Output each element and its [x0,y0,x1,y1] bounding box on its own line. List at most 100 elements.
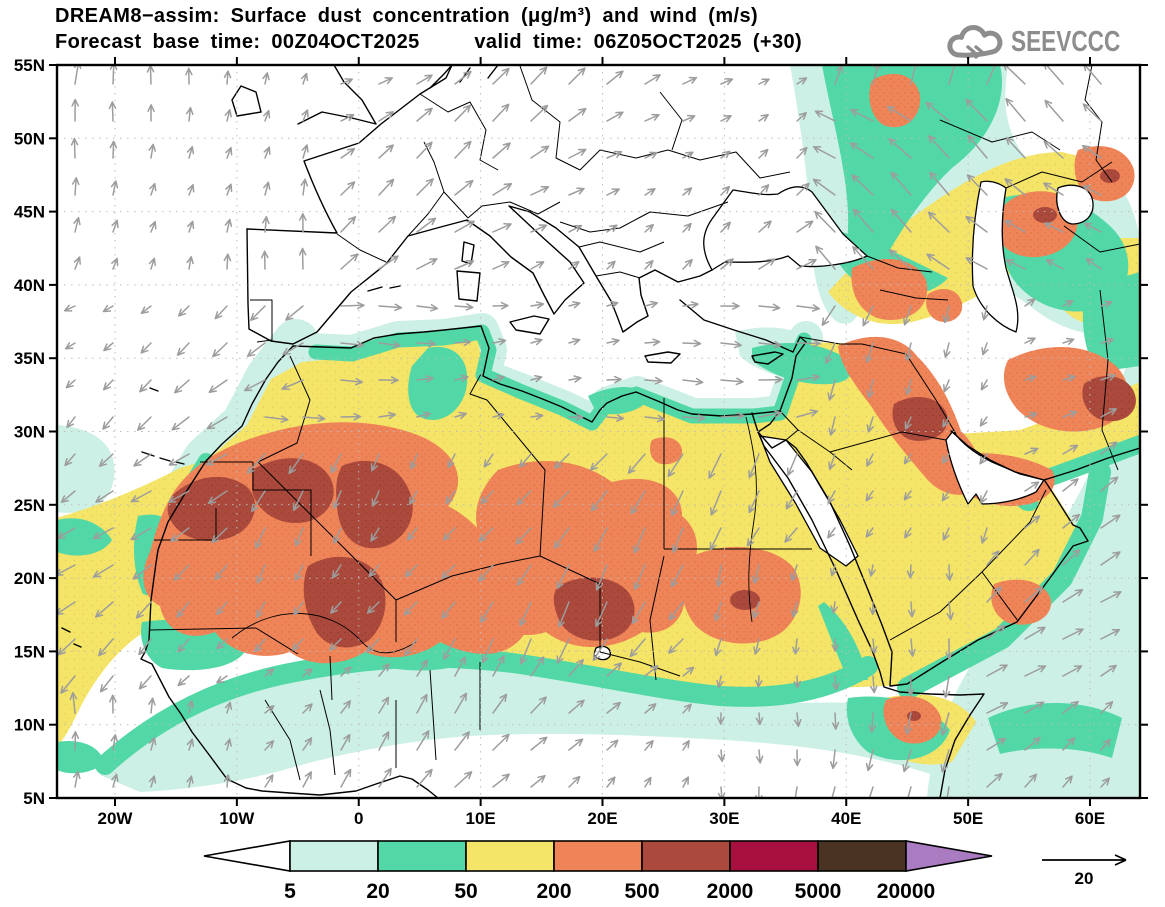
wind-arrow [682,76,698,85]
wind-arrow [682,740,690,751]
wind-arrow [682,222,692,233]
wind-arrow [593,527,608,552]
wind-arrow [1045,259,1064,270]
wind-arrow [1062,700,1079,714]
wind-arrow [110,734,119,751]
border-central-asia [939,65,1140,253]
wind-arrow [713,601,722,622]
wind-arrow [332,490,342,509]
wind-arrow [530,66,548,85]
wind-arrow [370,453,380,472]
wind-arrow [606,111,624,122]
wind-arrow [644,338,661,347]
wind-arrow [942,416,950,428]
wind-arrow [796,182,810,196]
x-tick-label: 30E [709,809,739,828]
wind-arrow [907,601,916,618]
wind-arrow [130,527,152,541]
wind-arrow [66,416,76,429]
wind-arrow [682,114,696,122]
wind-arrow [518,453,532,468]
wind-arrow [416,411,431,419]
wind-arrow [606,338,620,346]
wind-arrow [1100,337,1115,345]
island-sicily [509,315,550,335]
wind-arrow [796,111,807,122]
wind-arrow [492,733,510,751]
wind-arrow [366,601,380,614]
wind-arrow [254,527,266,549]
wind-arrow [530,736,548,751]
coast-england [297,65,377,125]
wind-arrow [568,375,582,383]
wind-arrow [644,703,657,714]
wind-arrow [940,749,950,773]
wind-arrow [754,675,763,688]
coast-anatolia-levant [679,299,807,412]
x-tick-label: 10E [466,809,496,828]
wind-arrow [815,245,836,270]
wind-arrow [378,303,403,312]
wind-arrow [378,696,390,714]
wind-arrow [416,258,438,270]
wind-arrow [340,181,356,196]
wind-arrow [454,104,472,122]
wind-arrow [906,675,915,697]
wind-arrow [64,453,76,467]
wind-arrow [886,105,912,122]
wind-arrow [1024,701,1045,714]
y-tick-label: 20N [14,569,45,588]
wind-arrow [454,303,474,311]
wind-arrow [416,339,437,348]
wind-arrow [946,601,954,621]
wind-arrow [294,564,304,582]
wind-arrow [102,304,114,313]
dust-teal-arabian-sea-streak [988,703,1122,758]
wind-arrow [223,774,232,788]
wind-arrow [865,749,874,772]
x-tick-label: 0 [354,809,363,828]
wind-arrow [668,601,684,621]
wind-arrow [940,712,950,736]
wind-arrow [291,638,304,651]
wind-arrow [1024,515,1041,529]
colorbar-segment [817,840,907,872]
wind-arrow [480,490,494,505]
wind-arrow [333,527,342,544]
x-tick-label: 20W [98,809,134,828]
wind-arrow [865,490,874,502]
wind-arrow [366,638,380,653]
wind-arrow [644,414,665,423]
wind-arrow [979,416,988,427]
wind-arrow [63,304,76,312]
wind-arrow [340,301,365,310]
wind-arrow [796,146,808,159]
wind-arrow [831,675,840,691]
wind-reference: 20 [1042,854,1127,888]
wind-arrow [378,144,394,159]
dust-darkred-sudan [730,590,760,610]
wind-arrow [148,736,157,751]
wind-arrow [1043,140,1064,159]
wind-arrow [606,224,618,233]
wind-arrow [340,666,352,677]
wind-arrow [1100,628,1121,640]
wind-arrow [556,564,570,590]
wind-arrow [758,184,770,196]
wind-arrow [1100,476,1119,492]
wind-arrow [812,145,836,159]
wind-arrow [746,527,760,547]
colorbar-label: 5 [284,880,296,903]
wind-arrow [530,104,549,122]
wind-arrow [492,260,510,270]
colorbar: 5 20 50 200 500 2000 5000 20000 [203,840,993,903]
wind-arrow [225,183,233,196]
wind-arrow [633,564,646,591]
wind-arrow [57,527,76,539]
wind-arrow [748,453,760,479]
wind-arrow [568,775,581,788]
wind-arrow [1100,738,1111,751]
wind-arrow [902,749,912,773]
wind-arrow [492,338,507,346]
wind-arrow [1085,257,1102,270]
